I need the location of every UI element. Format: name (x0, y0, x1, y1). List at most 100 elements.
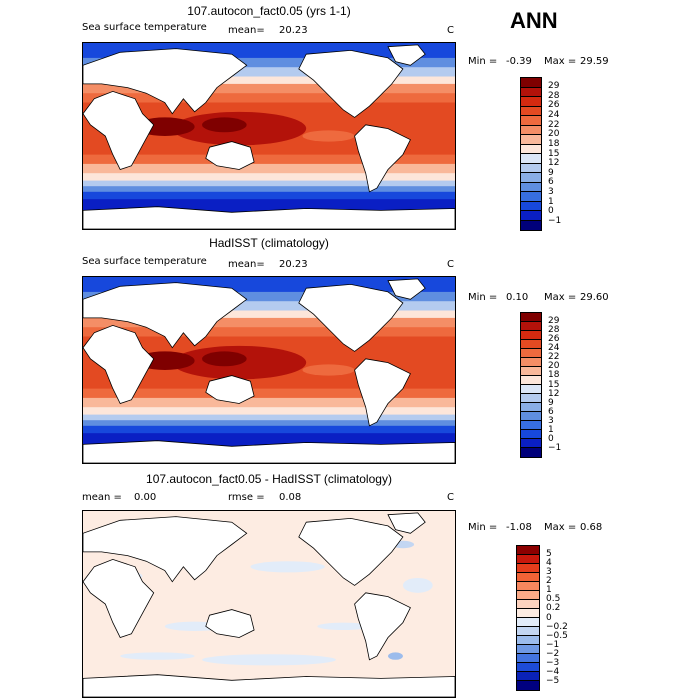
colorbar-tick-label: 4 (546, 557, 552, 568)
colorbar-swatch (521, 385, 541, 394)
panel-1-max-label: Max = (544, 56, 577, 67)
panel-3-mean-value: 0.00 (134, 492, 157, 503)
panel-2-colorbar-labels: 29 28 26 24 22 20 18 15 12 9 6 3 1 0 −1 (548, 312, 588, 458)
panel-1-colorbar (520, 77, 542, 231)
colorbar-swatch (517, 546, 539, 555)
panel-3-max-label: Max = (544, 522, 577, 533)
colorbar-swatch (521, 358, 541, 367)
colorbar-swatch (517, 636, 539, 645)
colorbar-swatch (521, 439, 541, 448)
colorbar-swatch (521, 97, 541, 107)
colorbar-tick-label: 0 (548, 206, 554, 217)
panel-1-mean-value: 20.23 (279, 25, 308, 36)
colorbar-tick-label: 1 (548, 425, 554, 436)
colorbar-tick-label: 28 (548, 90, 560, 101)
colorbar-swatch (521, 144, 541, 154)
colorbar-tick-label: 9 (548, 167, 554, 178)
colorbar-tick-label: 24 (548, 110, 560, 120)
panel-3-rmse-value: 0.08 (279, 492, 302, 503)
panel-1-min-label: Min = (468, 56, 498, 67)
colorbar-tick-label: −1 (548, 215, 562, 226)
colorbar-tick-label: 1 (548, 196, 554, 207)
panel-3-map-field (83, 511, 455, 697)
colorbar-swatch (517, 645, 539, 654)
colorbar-swatch (521, 421, 541, 430)
colorbar-swatch (521, 367, 541, 376)
colorbar-tick-label: 9 (548, 397, 554, 408)
colorbar-swatch (521, 340, 541, 349)
colorbar-tick-label: 28 (548, 324, 560, 335)
panel-1-min-value: -0.39 (506, 56, 532, 67)
panel-3-min-value: -1.08 (506, 522, 532, 533)
colorbar-swatch (521, 154, 541, 164)
colorbar-tick-label: 0.5 (546, 594, 561, 605)
colorbar-swatch (521, 376, 541, 385)
season-label: ANN (510, 8, 558, 33)
panel-3-min-label: Min = (468, 522, 498, 533)
colorbar-tick-label: 15 (548, 148, 560, 159)
colorbar-swatch (517, 681, 539, 690)
colorbar-swatch (517, 582, 539, 591)
colorbar-tick-label: 12 (548, 158, 560, 169)
colorbar-swatch (517, 600, 539, 609)
panel-1-map-field (83, 43, 455, 229)
colorbar-tick-label: −4 (546, 667, 560, 678)
colorbar-tick-label: 6 (548, 406, 554, 417)
colorbar-tick-label: 20 (548, 361, 560, 372)
colorbar-tick-label: 3 (546, 566, 552, 577)
colorbar-tick-label: 20 (548, 129, 560, 140)
colorbar-swatch (521, 313, 541, 322)
colorbar-swatch (521, 201, 541, 211)
panel-3-map (82, 510, 456, 698)
panel-3-title: 107.autocon_fact0.05 - HadISST (climatol… (146, 472, 392, 486)
colorbar-tick-label: 18 (548, 370, 560, 381)
colorbar-tick-label: −0.5 (546, 630, 568, 641)
colorbar-swatch (517, 654, 539, 663)
colorbar-tick-label: 24 (548, 343, 560, 353)
colorbar-tick-label: 18 (548, 138, 560, 149)
colorbar-tick-label: 29 (548, 81, 560, 92)
panel-2-mean-label: mean= (228, 259, 265, 270)
panel-1-title: 107.autocon_fact0.05 (yrs 1-1) (187, 4, 351, 18)
colorbar-swatch (521, 331, 541, 340)
colorbar-tick-label: −5 (546, 676, 560, 687)
panel-1-mean-label: mean= (228, 25, 265, 36)
colorbar-tick-label: 3 (548, 187, 554, 197)
colorbar-tick-label: 6 (548, 177, 554, 188)
colorbar-swatch (521, 78, 541, 88)
panel-2-max-value: 29.60 (580, 292, 609, 303)
colorbar-swatch (517, 618, 539, 627)
colorbar-swatch (521, 220, 541, 230)
colorbar-swatch (521, 106, 541, 116)
panel-2-map (82, 276, 456, 464)
colorbar-tick-label: 0.2 (546, 603, 561, 614)
panel-2-title: HadISST (climatology) (209, 236, 329, 250)
colorbar-tick-label: −1 (546, 639, 560, 650)
panel-2-max-label: Max = (544, 292, 577, 303)
colorbar-swatch (517, 609, 539, 618)
panel-1-colorbar-labels: 29 28 26 24 22 20 18 15 12 9 6 3 1 0 −1 (548, 77, 588, 231)
panel-2-colorbar (520, 312, 542, 458)
colorbar-tick-label: 0 (548, 434, 554, 445)
panel-2-mean-value: 20.23 (279, 259, 308, 270)
colorbar-swatch (521, 135, 541, 145)
colorbar-swatch (521, 163, 541, 173)
panel-1-map (82, 42, 456, 230)
colorbar-swatch (521, 87, 541, 97)
panel-3-colorbar-labels: 5 4 3 2 1 0.5 0.2 0 −0.2 −0.5 −1 −2 −3 −4 −5 (546, 545, 586, 691)
panel-1-variable: Sea surface temperature (82, 22, 207, 33)
panel-1-max-value: 29.59 (580, 56, 609, 67)
colorbar-swatch (521, 430, 541, 439)
panel-3-mean-label: mean = (82, 492, 122, 503)
colorbar-tick-label: −0.2 (546, 621, 568, 632)
colorbar-tick-label: 15 (548, 379, 560, 390)
panel-3-colorbar (516, 545, 540, 691)
colorbar-tick-label: −2 (546, 649, 560, 659)
colorbar-swatch (517, 591, 539, 600)
colorbar-swatch (517, 672, 539, 681)
colorbar-tick-label: −3 (546, 658, 560, 669)
colorbar-tick-label: 2 (546, 576, 552, 586)
panel-1-units: C (447, 25, 454, 36)
colorbar-swatch (521, 412, 541, 421)
colorbar-tick-label: 3 (548, 416, 554, 426)
